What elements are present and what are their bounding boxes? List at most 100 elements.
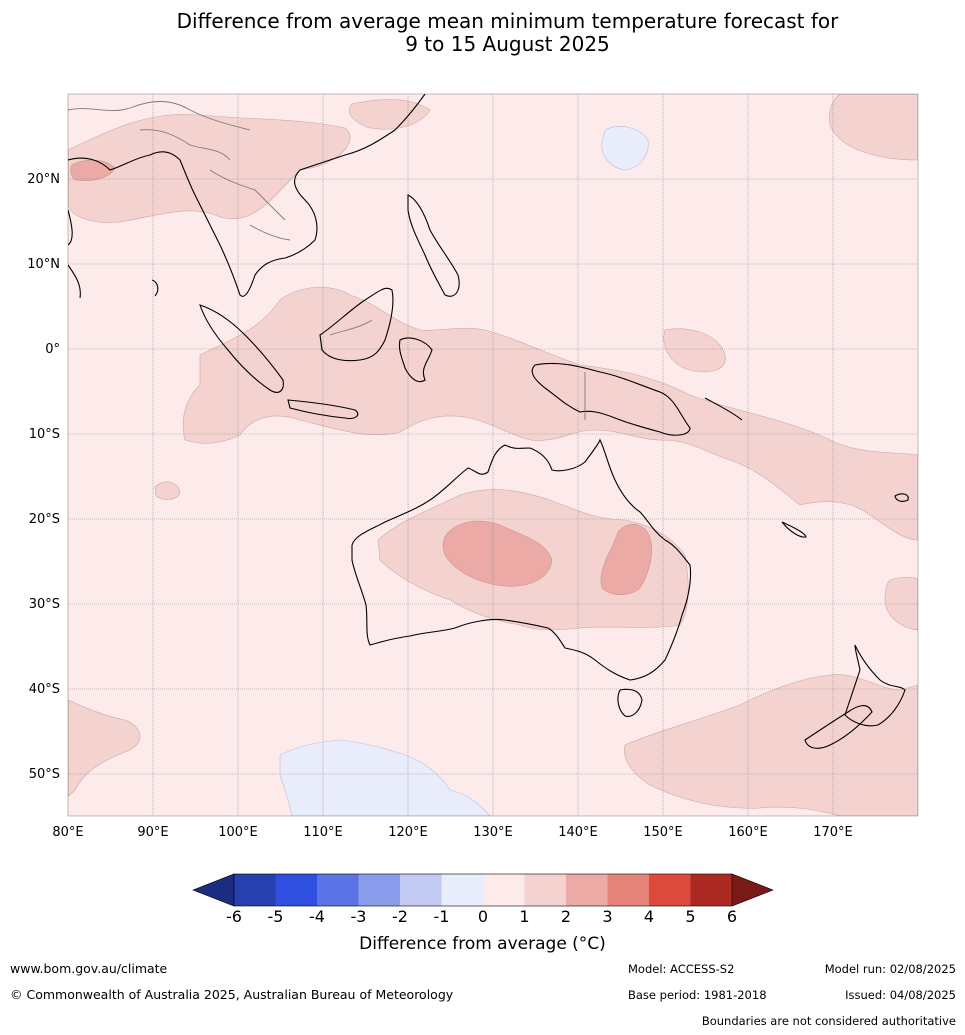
colorbar-segment [607, 874, 650, 906]
country-borders [68, 101, 586, 420]
anomaly-contours [68, 94, 918, 816]
title-line-2: 9 to 15 August 2025 [405, 32, 610, 56]
north-island-coastline [844, 644, 906, 727]
border-line [139, 129, 231, 161]
sulawesi-coastline [398, 337, 433, 383]
colorbar-tick-label: -2 [392, 907, 408, 926]
anomaly-region-se-asia [68, 113, 351, 223]
lat-tick-label: 10°S [29, 427, 60, 442]
new-caledonia-coastline [781, 521, 807, 538]
colorbar-segment [649, 874, 691, 906]
anomaly-region-southwest [68, 699, 141, 797]
anomaly-region-indian-ocean-small [154, 481, 181, 500]
border-line [249, 224, 291, 241]
lat-tick-label: 30°S [29, 597, 60, 612]
colorbar-segment [524, 874, 567, 906]
colorbar-tick-label: -5 [268, 907, 284, 926]
colorbar-tick-label: 5 [685, 907, 695, 926]
colorbar-over-triangle [731, 873, 774, 907]
colorbar-segment [358, 874, 401, 906]
footer-disclaimer: Boundaries are not considered authoritat… [701, 1014, 956, 1028]
coastlines [68, 94, 909, 749]
colorbar-segment [400, 874, 442, 906]
lon-tick-label: 160°E [728, 825, 768, 840]
lon-tick-label: 170°E [813, 825, 853, 840]
anomaly-region-maritime [182, 286, 918, 541]
border-line [209, 169, 286, 221]
lon-tick-label: 110°E [303, 825, 343, 840]
fiji-coastline [894, 493, 909, 502]
lat-tick-label: 20°S [29, 512, 60, 527]
colorbar-segment [483, 874, 525, 906]
lon-tick-label: 140°E [558, 825, 598, 840]
colorbar: -6 -5 -4 -3 -2 -1 0 1 2 3 4 5 6 [192, 873, 774, 926]
title-line-1: Difference from average mean minimum tem… [176, 9, 839, 33]
lat-tick-label: 20°N [27, 172, 60, 187]
colorbar-title: Difference from average (°C) [359, 934, 606, 954]
anomaly-region-ne-corner [829, 94, 918, 161]
colorbar-tick-label: 0 [478, 907, 488, 926]
lat-tick-labels: 20°N 10°N 0° 10°S 20°S 30°S 40°S 50°S [27, 172, 60, 782]
colorbar-tick-label: -6 [226, 907, 242, 926]
lon-tick-label: 100°E [218, 825, 258, 840]
sri-lanka-coastline [151, 279, 159, 297]
anomaly-region-equatorial [663, 328, 726, 373]
lat-tick-label: 40°S [29, 682, 60, 697]
colorbar-segment [317, 874, 359, 906]
asia-coastline [68, 94, 426, 297]
graticule [68, 94, 918, 816]
colorbar-segment [441, 874, 484, 906]
lon-tick-label: 150°E [643, 825, 683, 840]
south-island-coastline [804, 705, 873, 749]
colorbar-tick-label: 6 [727, 907, 737, 926]
lon-tick-label: 90°E [137, 825, 168, 840]
colorbar-segment [566, 874, 608, 906]
tasmania-coastline [617, 688, 643, 717]
lat-tick-label: 0° [45, 342, 60, 357]
footer-issued: Issued: 04/08/2025 [845, 988, 956, 1002]
colorbar-tick-label: 1 [519, 907, 529, 926]
solomon-islands-coastline [704, 397, 743, 421]
colorbar-segment [275, 874, 318, 906]
lat-tick-label: 10°N [27, 257, 60, 272]
footer-model: Model: ACCESS-S2 [628, 962, 735, 976]
colorbar-tick-label: 3 [602, 907, 612, 926]
sumatra-coastline [199, 304, 284, 393]
anomaly-region-queensland [600, 524, 652, 596]
lat-tick-label: 50°S [29, 767, 60, 782]
australia-coastline [351, 438, 692, 681]
colorbar-tick-label: 2 [561, 907, 571, 926]
philippines-coastline [407, 194, 460, 297]
colorbar-frame [233, 873, 733, 907]
map-title: Difference from average mean minimum tem… [0, 10, 965, 56]
footer-model-run: Model run: 02/08/2025 [824, 962, 956, 976]
footer-copyright: © Commonwealth of Australia 2025, Austra… [10, 987, 454, 1002]
border-line [329, 319, 373, 336]
colorbar-under-triangle [192, 873, 235, 907]
anomaly-region-southern-ocean-cool [279, 739, 491, 816]
colorbar-tick-label: 4 [644, 907, 654, 926]
map-frame [67, 93, 919, 817]
lon-tick-labels: 80°E 90°E 100°E 110°E 120°E 130°E 140°E … [52, 825, 852, 840]
anomaly-region-north-pacific-cool [601, 126, 649, 171]
lon-tick-label: 130°E [473, 825, 513, 840]
lon-tick-label: 120°E [388, 825, 428, 840]
india-south-coastline [68, 264, 81, 299]
java-coastline [287, 399, 359, 419]
border-line [68, 101, 251, 131]
anomaly-region-central-australia [442, 520, 553, 587]
colorbar-segment [690, 874, 733, 906]
colorbar-tick-label: -1 [434, 907, 450, 926]
anomaly-region-north-pacific [349, 99, 431, 130]
colorbar-tick-label: -3 [351, 907, 367, 926]
india-coastline [68, 209, 73, 246]
colorbar-segment [234, 874, 276, 906]
colorbar-tick-label: -4 [309, 907, 325, 926]
footer-base-period: Base period: 1981-2018 [628, 988, 767, 1002]
borneo-coastline [319, 287, 394, 362]
new-guinea-coastline [531, 362, 691, 436]
anomaly-region-east-coast [884, 576, 918, 631]
lon-tick-label: 80°E [52, 825, 83, 840]
footer-url: www.bom.gov.au/climate [10, 961, 168, 976]
